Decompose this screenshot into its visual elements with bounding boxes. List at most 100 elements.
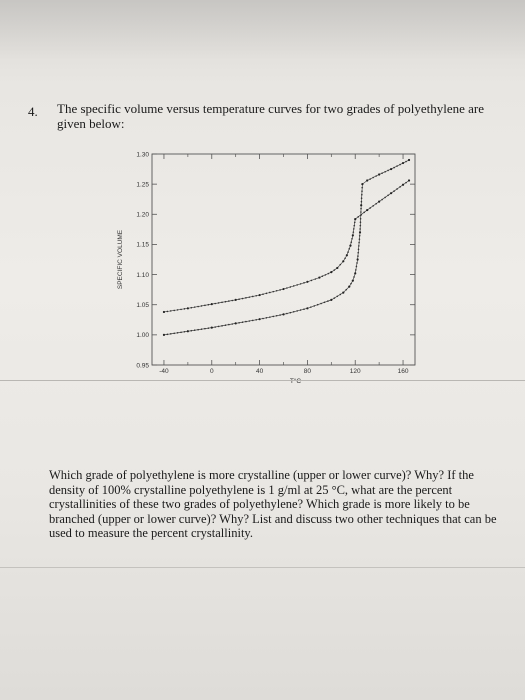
series-1-line: [163, 159, 410, 336]
series-1-dot: [200, 328, 203, 330]
series-0-point: [210, 303, 213, 306]
y-tick-label: 1.25: [136, 181, 149, 188]
series-1-dot: [405, 160, 407, 163]
series-1-dot: [393, 166, 395, 169]
series-1-dot: [360, 211, 362, 213]
series-0-dot: [314, 278, 317, 280]
series-1-point: [354, 272, 357, 275]
series-0-point: [345, 254, 348, 257]
series-0-dot: [327, 272, 330, 275]
x-tick-label: 80: [304, 368, 312, 375]
series-0-dot: [197, 305, 199, 308]
series-0-dot: [286, 287, 288, 289]
series-0-dot: [353, 221, 356, 224]
series-0-dot: [176, 309, 179, 311]
series-0-dot: [310, 279, 313, 282]
series-0-point: [366, 208, 369, 212]
series-0-dot: [352, 228, 355, 230]
series-1-dot: [339, 293, 342, 296]
series-0-point: [401, 183, 405, 186]
series-0-dot: [303, 282, 305, 284]
series-0-dot: [357, 216, 360, 218]
series-1-point: [358, 231, 362, 234]
question-text: Which grade of polyethylene is more crys…: [49, 468, 497, 541]
series-1-dot: [375, 175, 377, 177]
series-1-point: [210, 326, 213, 329]
intro-text: The specific volume versus temperature c…: [57, 101, 485, 131]
series-1-dot: [289, 311, 292, 314]
series-1-point: [356, 258, 359, 261]
series-0-point: [318, 276, 321, 279]
series-1-dot: [360, 207, 362, 210]
x-tick-label: -40: [159, 368, 169, 375]
page-divider: [0, 380, 525, 381]
series-1-point: [360, 204, 363, 207]
series-0-point: [407, 179, 411, 182]
series-0-dot: [248, 296, 251, 298]
series-0-point: [342, 260, 345, 263]
series-0-dot: [333, 269, 336, 271]
series-1-dot: [197, 328, 199, 331]
series-1-dot: [299, 309, 302, 311]
series-1-point: [162, 333, 166, 336]
series-0-dot: [275, 289, 278, 292]
series-1-dot: [310, 306, 312, 308]
series-1-dot: [217, 325, 220, 328]
series-0-dot: [207, 303, 210, 306]
series-0-dot: [372, 205, 374, 207]
series-1-dot: [286, 312, 288, 315]
series-1-point: [306, 307, 309, 310]
series-1-dot: [357, 255, 359, 257]
series-1-dot: [241, 321, 244, 323]
series-1-dot: [387, 169, 389, 172]
series-1-dot: [361, 186, 364, 189]
series-0-dot: [296, 284, 298, 286]
series-0-point: [258, 293, 261, 297]
series-1-dot: [190, 329, 193, 332]
series-0-dot: [180, 308, 182, 311]
series-1-point: [389, 167, 393, 171]
series-1-dot: [180, 331, 182, 334]
series-0-dot: [321, 275, 324, 278]
page-shadow: [0, 0, 525, 60]
series-1-point: [401, 161, 405, 165]
series-1-dot: [303, 308, 305, 310]
series-1-dot: [359, 218, 362, 220]
series-0-dot: [381, 198, 383, 201]
x-tick-label: 160: [398, 368, 409, 375]
series-0-dot: [214, 302, 216, 305]
series-1-point: [351, 279, 354, 282]
series-1-dot: [204, 327, 206, 330]
series-1-dot: [272, 315, 275, 318]
series-1-dot: [369, 178, 371, 180]
series-1-dot: [245, 320, 247, 323]
y-tick-label: 1.30: [136, 151, 149, 158]
series-0-dot: [292, 285, 295, 287]
series-1-dot: [360, 197, 363, 200]
series-1-point: [186, 330, 189, 333]
series-1-dot: [292, 310, 295, 313]
series-0-dot: [238, 298, 240, 301]
series-1-dot: [361, 190, 363, 192]
series-1-dot: [279, 314, 281, 316]
series-1-dot: [359, 228, 361, 230]
series-1-dot: [359, 224, 362, 227]
series-0-dot: [384, 196, 386, 199]
series-1-dot: [313, 305, 316, 307]
series-0-dot: [224, 300, 227, 303]
series-1-dot: [262, 317, 264, 320]
series-0-dot: [169, 310, 172, 312]
series-1-dot: [231, 323, 234, 325]
series-0-dot: [173, 309, 176, 312]
series-0-point: [282, 287, 285, 291]
series-0-dot: [228, 300, 230, 302]
series-0-dot: [255, 294, 257, 297]
series-0-dot: [369, 207, 371, 209]
series-0-point: [336, 266, 339, 270]
series-1-dot: [320, 302, 322, 305]
series-0-dot: [339, 263, 342, 266]
series-0-dot: [350, 241, 353, 244]
series-1-dot: [358, 245, 360, 247]
series-1-dot: [173, 332, 176, 335]
x-axis-title: T°C: [290, 377, 302, 385]
